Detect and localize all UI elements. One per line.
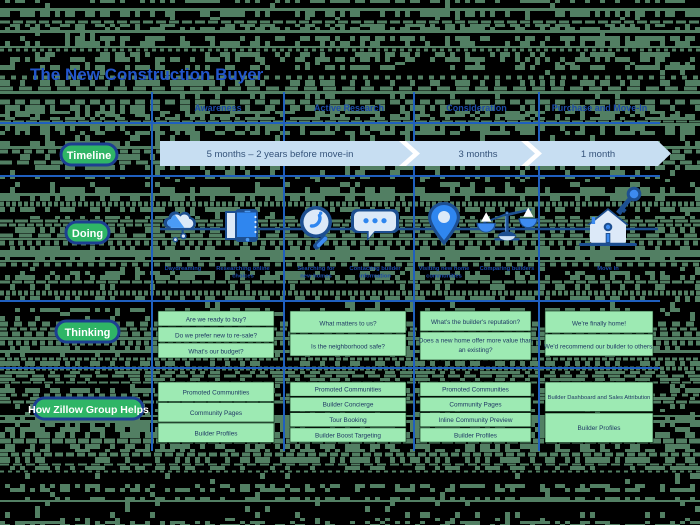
svg-text:Comparing builders: Comparing builders [480, 266, 535, 272]
svg-text:an existing?: an existing? [458, 347, 493, 354]
svg-text:Builder Concierge: Builder Concierge [323, 402, 374, 409]
svg-text:1 month: 1 month [581, 149, 615, 160]
svg-text:Visiting new home: Visiting new home [419, 266, 471, 272]
svg-text:5 months – 2 years before move: 5 months – 2 years before move-in [207, 149, 354, 160]
svg-text:Do we prefer new to re-sale?: Do we prefer new to re-sale? [175, 333, 257, 340]
svg-text:What matters to us?: What matters to us? [319, 321, 377, 328]
svg-text:Move In: Move In [597, 266, 619, 272]
svg-text:Builder Dashboard and Sales At: Builder Dashboard and Sales Attribution [548, 395, 651, 401]
svg-text:new homes: new homes [300, 274, 332, 280]
svg-text:Builder Profiles: Builder Profiles [578, 425, 621, 432]
svg-text:Is the neighborhood safe?: Is the neighborhood safe? [311, 344, 385, 351]
svg-text:What's our budget?: What's our budget? [188, 349, 244, 356]
svg-text:Are we ready to buy?: Are we ready to buy? [186, 317, 247, 324]
svg-text:We'd recommend our builder to: We'd recommend our builder to others. [544, 344, 654, 351]
svg-text:Promoted Communities: Promoted Communities [183, 390, 250, 397]
svg-text:The New Construction Buyer: The New Construction Buyer [30, 65, 264, 84]
svg-text:Consideration: Consideration [446, 103, 507, 113]
svg-text:choices: choices [232, 274, 254, 280]
svg-text:Promoted Communities: Promoted Communities [315, 386, 382, 393]
svg-text:Inline Community Preview: Inline Community Preview [439, 417, 513, 424]
svg-text:Contacting builder: Contacting builder [349, 266, 401, 272]
svg-text:Researching online: Researching online [216, 266, 270, 272]
svg-text:Builder Boost Targeting: Builder Boost Targeting [315, 432, 381, 439]
svg-text:Purchase and Move-In: Purchase and Move-In [552, 103, 648, 113]
svg-text:Timeline: Timeline [67, 150, 111, 162]
svg-text:information: information [359, 274, 391, 280]
svg-text:Builder Profiles: Builder Profiles [195, 431, 238, 438]
svg-text:communities: communities [426, 274, 462, 280]
svg-text:3 months: 3 months [458, 149, 497, 160]
svg-text:Daydreaming: Daydreaming [165, 266, 202, 272]
svg-text:Active Research: Active Research [314, 103, 384, 113]
svg-text:How Zillow Group Helps: How Zillow Group Helps [28, 404, 149, 416]
svg-text:Thinking: Thinking [65, 327, 111, 339]
svg-text:Does a new home offer more val: Does a new home offer more value than [419, 338, 533, 345]
svg-text:What's the builder's reputatio: What's the builder's reputation? [431, 319, 521, 326]
svg-text:Community Pages: Community Pages [190, 410, 242, 417]
svg-text:Awareness: Awareness [194, 103, 241, 113]
svg-text:Doing: Doing [72, 228, 103, 240]
svg-text:We're finally home!: We're finally home! [572, 321, 626, 328]
svg-text:Promoted Communities: Promoted Communities [442, 386, 509, 393]
svg-text:Community Pages: Community Pages [449, 402, 501, 409]
svg-text:Searching for: Searching for [297, 266, 335, 272]
svg-text:Tour Booking: Tour Booking [329, 417, 367, 424]
svg-text:Builder Profiles: Builder Profiles [454, 432, 497, 439]
